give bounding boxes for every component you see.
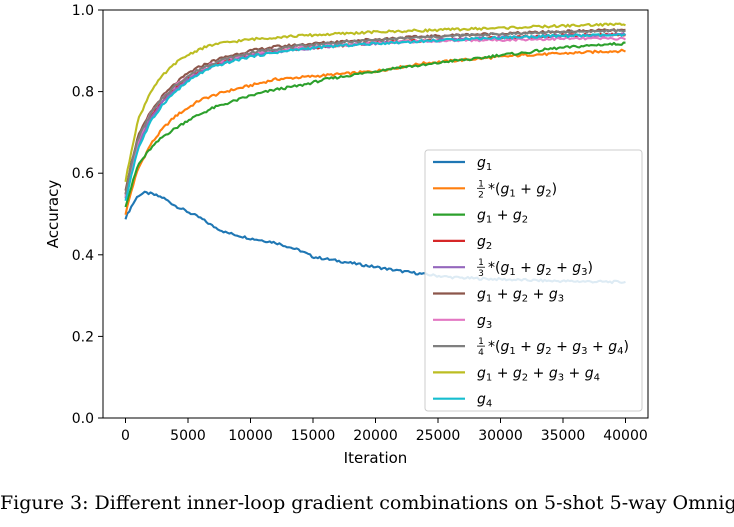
- svg-text:3: 3: [478, 269, 484, 279]
- series-line-3: [124, 41, 626, 208]
- legend-entry: g1 + g2 + g3: [433, 287, 564, 305]
- svg-text:2: 2: [478, 190, 484, 200]
- x-tick-label: 25000: [416, 428, 461, 444]
- legend-entry: g2: [433, 234, 492, 252]
- legend-entry: g1 + g2: [433, 208, 528, 226]
- legend-label: g3: [477, 313, 492, 331]
- legend-label: g2: [477, 234, 492, 252]
- x-tick-label: 15000: [291, 428, 336, 444]
- legend-label: g1 + g2 + g3 + g4: [477, 365, 600, 383]
- x-tick-label: 0: [121, 428, 130, 444]
- legend-fraction: 14: [477, 337, 485, 358]
- legend-label: *(g1 + g2 + g3 + g4): [488, 339, 629, 357]
- series-line-10: [124, 33, 626, 201]
- legend-entry: 13 *(g1 + g2 + g3): [433, 258, 593, 279]
- legend-fraction: 12: [477, 179, 485, 200]
- legend-label: g1 + g2: [477, 208, 528, 226]
- y-tick-label: 0.6: [72, 166, 94, 182]
- svg-text:1: 1: [478, 258, 484, 268]
- y-axis-label: Accuracy: [44, 180, 62, 249]
- svg-text:4: 4: [478, 348, 484, 358]
- x-axis: 0 5000 10000 15000 20000 25000 30000 35000 40000: [121, 418, 648, 444]
- svg-text:1: 1: [478, 179, 484, 189]
- legend-entry: 12 *(g1 + g2): [433, 179, 557, 200]
- legend-label: g1: [477, 155, 492, 173]
- legend-entry: g1: [433, 155, 492, 173]
- x-tick-label: 20000: [353, 428, 398, 444]
- x-tick-label: 40000: [603, 428, 648, 444]
- x-tick-label: 10000: [228, 428, 273, 444]
- legend-label: *(g1 + g2 + g3): [488, 260, 593, 278]
- y-tick-label: 0.2: [72, 329, 94, 345]
- y-tick-label: 0.4: [72, 248, 94, 264]
- y-axis: 0.0 0.2 0.4 0.6 0.8 1.0: [72, 3, 103, 427]
- legend-entry: g3: [433, 313, 492, 331]
- y-tick-label: 0.8: [72, 85, 94, 101]
- legend-fraction: 13: [477, 258, 485, 279]
- legend-label: *(g1 + g2): [488, 181, 557, 199]
- figure-caption: Figure 3: Different inner-loop gradient …: [0, 492, 734, 514]
- x-tick-label: 5000: [170, 428, 206, 444]
- legend-entry: 14 *(g1 + g2 + g3 + g4): [433, 337, 629, 358]
- legend-label: g4: [477, 392, 492, 410]
- y-tick-label: 1.0: [72, 3, 94, 19]
- svg-text:1: 1: [478, 337, 484, 347]
- legend-entry: g1 + g2 + g3 + g4: [433, 365, 600, 383]
- x-axis-label: Iteration: [344, 449, 408, 467]
- series-line-8: [124, 28, 626, 195]
- legend-entry: g4: [433, 392, 492, 410]
- series-line-6: [124, 28, 626, 191]
- series-line-9: [124, 22, 626, 182]
- legend-label: g1 + g2 + g3: [477, 287, 564, 305]
- y-tick-label: 0.0: [72, 411, 94, 427]
- x-tick-label: 30000: [478, 428, 523, 444]
- x-tick-label: 35000: [541, 428, 586, 444]
